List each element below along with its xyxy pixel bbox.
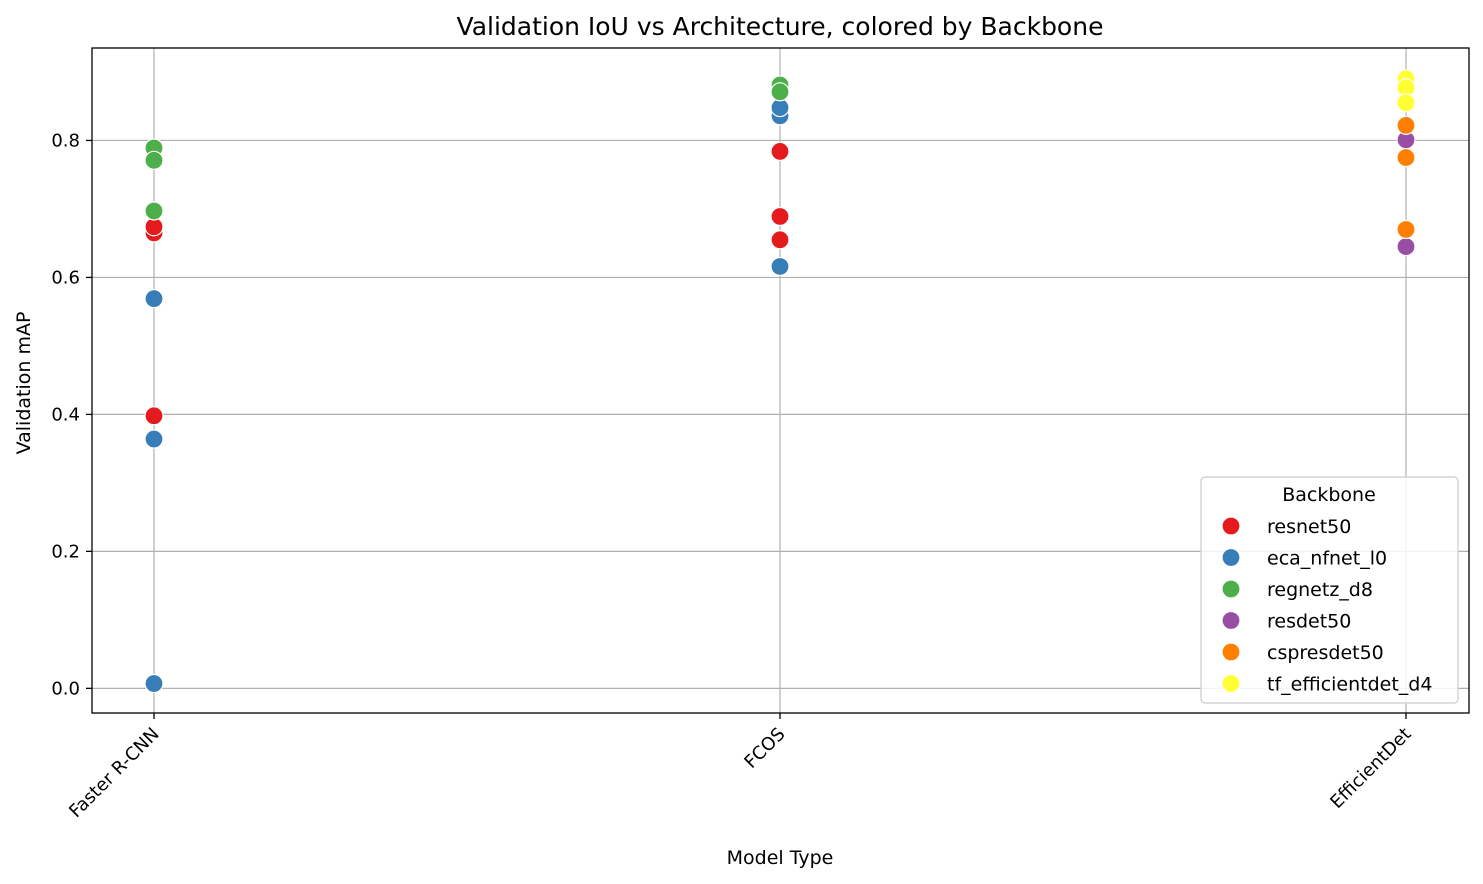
legend-label: resdet50 (1267, 611, 1351, 633)
data-point-regnetz_d8 (770, 82, 790, 102)
data-point-resnet50 (770, 206, 790, 227)
data-point-cspresdet50 (1396, 219, 1416, 240)
legend-label: regnetz_d8 (1267, 579, 1373, 601)
legend-marker-tf_efficientdet_d4 (1221, 673, 1241, 694)
data-point-regnetz_d8 (144, 150, 164, 170)
data-point-resnet50 (770, 230, 790, 250)
axis-ticks: 0.0 0.2 0.4 0.6 0.8 Faster R-CNN FCOS Efficient… (51, 130, 1415, 822)
legend-title: Backbone (1282, 484, 1376, 506)
data-points (144, 69, 1416, 694)
data-point-resdet50 (1396, 237, 1416, 257)
legend-label: resnet50 (1267, 516, 1351, 538)
data-point-resnet50 (770, 141, 790, 162)
chart-title: Validation IoU vs Architecture, colored … (457, 12, 1104, 41)
y-tick-label: 0.4 (51, 404, 80, 425)
y-axis-label: Validation mAP (13, 312, 35, 455)
y-tick-label: 0.2 (51, 541, 80, 562)
legend-box (1200, 476, 1459, 704)
data-point-eca_nfnet_l0 (770, 256, 790, 277)
legend-marker-regnetz_d8 (1221, 579, 1241, 599)
x-tick-label: Faster R-CNN (65, 724, 163, 822)
data-point-cspresdet50 (1396, 147, 1416, 168)
data-point-eca_nfnet_l0 (144, 289, 164, 309)
data-point-resnet50 (144, 406, 164, 426)
data-point-tf_efficientdet_d4 (1396, 93, 1416, 113)
x-axis-label: Model Type (727, 847, 834, 869)
x-tick-label: FCOS (740, 724, 789, 773)
data-point-cspresdet50 (1396, 115, 1416, 135)
legend-label: cspresdet50 (1267, 642, 1384, 664)
legend-marker-eca_nfnet_l0 (1221, 547, 1241, 568)
legend-marker-resnet50 (1221, 516, 1241, 536)
legend-label: eca_nfnet_l0 (1267, 548, 1387, 570)
legend: Backbone resnet50eca_nfnet_l0regnetz_d8r… (1200, 476, 1459, 704)
legend-marker-cspresdet50 (1221, 642, 1241, 662)
y-tick-label: 0.6 (51, 267, 80, 288)
y-tick-label: 0.0 (51, 678, 80, 699)
y-tick-label: 0.8 (51, 130, 80, 151)
plot-frame (91, 47, 1470, 714)
legend-marker-resdet50 (1221, 610, 1241, 631)
data-point-regnetz_d8 (144, 201, 164, 221)
legend-entries: resnet50 eca_nfnet_l0 regnetz_d8 resdet50 cs… (1221, 516, 1432, 696)
legend-label: tf_efficientdet_d4 (1267, 674, 1432, 696)
data-point-eca_nfnet_l0 (144, 673, 164, 694)
data-point-eca_nfnet_l0 (144, 429, 164, 449)
x-tick-label: EfficientDet (1326, 724, 1415, 813)
